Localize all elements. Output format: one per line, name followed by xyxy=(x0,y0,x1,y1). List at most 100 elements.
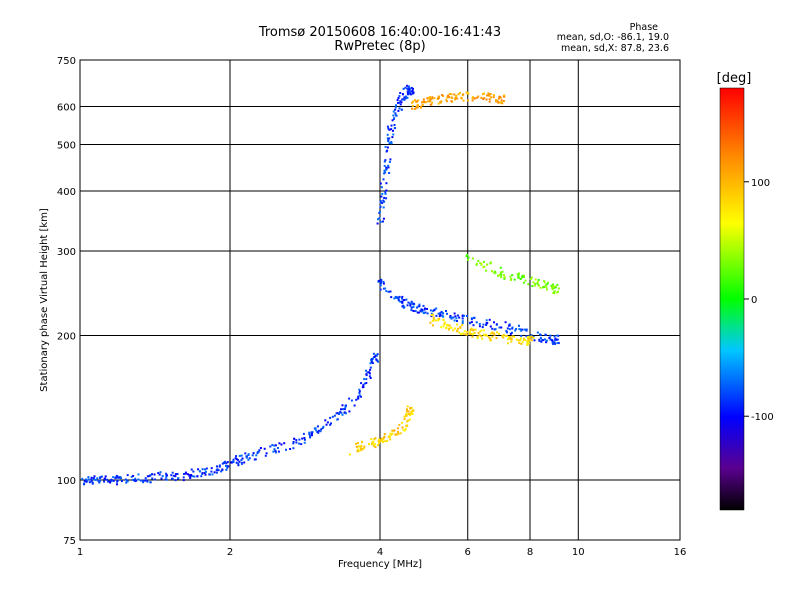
data-point xyxy=(397,109,400,112)
data-point xyxy=(277,450,280,453)
data-point xyxy=(379,440,382,443)
plot-frame xyxy=(79,59,681,541)
data-point xyxy=(223,461,226,464)
data-point xyxy=(221,462,224,465)
data-point xyxy=(397,299,400,302)
data-point xyxy=(461,320,464,323)
data-point xyxy=(376,353,379,356)
data-point xyxy=(227,465,230,468)
data-point xyxy=(200,475,203,478)
data-point xyxy=(404,86,407,89)
data-point xyxy=(551,341,554,344)
data-point xyxy=(271,444,274,447)
data-point xyxy=(245,455,248,458)
data-point xyxy=(382,280,385,283)
data-point xyxy=(553,341,556,344)
data-point xyxy=(382,220,384,223)
data-point xyxy=(149,481,152,484)
data-point xyxy=(555,338,558,341)
data-point xyxy=(440,326,443,329)
data-point xyxy=(557,290,559,293)
data-point xyxy=(371,442,374,445)
data-point xyxy=(437,102,440,105)
data-point xyxy=(470,318,473,321)
data-point xyxy=(237,464,240,467)
data-point xyxy=(414,310,417,313)
data-point xyxy=(389,438,392,441)
data-point xyxy=(390,141,393,143)
data-point xyxy=(378,441,381,444)
data-point xyxy=(320,428,323,431)
data-point xyxy=(426,97,429,100)
data-point xyxy=(292,440,295,443)
data-point xyxy=(403,415,406,418)
data-point xyxy=(258,449,261,452)
data-point xyxy=(174,475,177,478)
data-point xyxy=(454,327,456,330)
data-point xyxy=(466,331,469,334)
y-tick-label: 750 xyxy=(57,56,76,67)
data-point xyxy=(225,465,228,468)
data-point xyxy=(182,479,185,482)
data-point xyxy=(531,285,534,287)
data-point xyxy=(537,284,540,287)
data-point xyxy=(404,97,407,100)
data-point xyxy=(292,442,295,445)
data-point xyxy=(379,201,382,204)
data-point xyxy=(537,279,540,281)
data-point xyxy=(153,473,156,476)
data-point xyxy=(462,99,465,102)
data-point xyxy=(344,406,347,409)
data-point xyxy=(553,335,556,338)
data-point xyxy=(517,274,520,277)
data-point xyxy=(483,97,486,100)
data-point xyxy=(461,322,464,325)
data-point xyxy=(491,270,494,273)
data-point xyxy=(397,430,399,433)
data-point xyxy=(475,262,478,265)
data-point xyxy=(144,479,146,482)
data-point xyxy=(109,481,112,484)
data-point xyxy=(204,473,207,476)
data-point xyxy=(507,338,509,341)
data-point xyxy=(393,124,396,126)
data-point xyxy=(379,200,382,203)
data-point xyxy=(518,328,521,331)
data-point xyxy=(435,314,438,317)
data-point xyxy=(384,440,387,443)
data-point xyxy=(533,284,536,287)
data-point xyxy=(401,295,404,298)
data-point xyxy=(417,311,420,314)
data-point xyxy=(388,172,391,174)
data-point xyxy=(506,327,509,330)
data-point xyxy=(469,321,472,324)
data-point xyxy=(498,332,500,335)
data-point xyxy=(407,410,410,413)
data-point xyxy=(254,458,257,461)
colorbar-tick-label: -100 xyxy=(751,412,774,423)
data-point xyxy=(257,450,260,453)
x-axis-label: Frequency [MHz] xyxy=(338,559,422,570)
data-point xyxy=(466,314,468,317)
data-point xyxy=(382,206,385,209)
data-point xyxy=(458,316,461,319)
data-point xyxy=(170,474,173,477)
data-point xyxy=(456,97,459,100)
data-point xyxy=(171,471,174,474)
data-point xyxy=(350,399,353,402)
data-point xyxy=(322,425,325,428)
data-point xyxy=(450,100,453,103)
data-point xyxy=(423,308,426,311)
data-point xyxy=(176,473,179,475)
data-point xyxy=(385,167,388,170)
data-point xyxy=(134,477,137,480)
data-point xyxy=(440,310,443,313)
data-point xyxy=(265,452,268,455)
data-point xyxy=(445,326,448,329)
data-point xyxy=(473,332,476,334)
data-point xyxy=(391,432,394,435)
phase-stats-o-mode: mean, sd,O: -86.1, 19.0 xyxy=(556,32,669,43)
data-point xyxy=(380,195,383,198)
data-point xyxy=(369,377,372,379)
data-point xyxy=(159,471,162,474)
